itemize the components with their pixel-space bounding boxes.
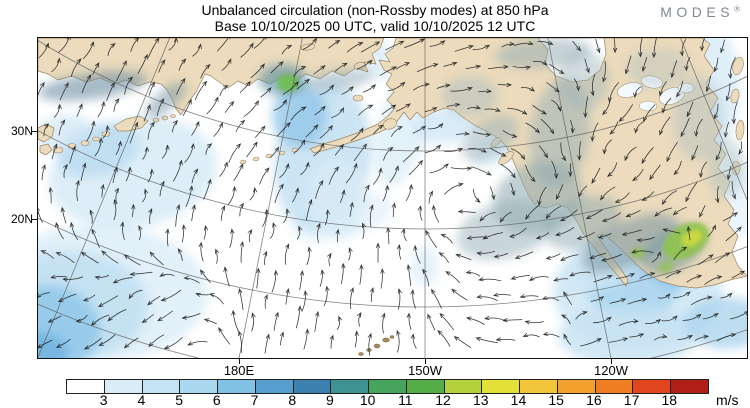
lon-tick-label-120W: 120W xyxy=(594,363,628,378)
lat-tick-label-30N: 30N xyxy=(10,124,33,138)
colorbar-cell-9 xyxy=(406,380,445,393)
colorbar-tick-label-9: 9 xyxy=(326,392,334,408)
colorbar-tick-label-17: 17 xyxy=(623,392,640,408)
colorbar-cell-2 xyxy=(142,380,181,393)
modes-logo-text: MODES xyxy=(660,4,735,20)
colorbar-tick-label-10: 10 xyxy=(359,392,376,408)
colorbar-cell-8 xyxy=(369,380,407,393)
colorbar-tick-label-4: 4 xyxy=(137,392,146,408)
colorbar-tick-label-11: 11 xyxy=(398,392,413,408)
modes-logo: MODES® xyxy=(660,4,740,20)
map-canvas xyxy=(38,38,747,358)
lon-tick xyxy=(424,358,426,364)
colorbar-unit-label: m/s xyxy=(716,392,739,408)
colorbar-tick-label-3: 3 xyxy=(99,392,108,408)
lon-tick xyxy=(610,358,612,364)
colorbar-cell-3 xyxy=(180,380,219,393)
colorbar-tick-label-6: 6 xyxy=(212,392,221,408)
colorbar-cell-13 xyxy=(557,380,596,393)
colorbar-cell-16 xyxy=(671,380,709,393)
page-title: Unbalanced circulation (non-Rossby modes… xyxy=(201,2,549,18)
colorbar-tick-label-12: 12 xyxy=(435,392,451,408)
lon-tick-label-180E: 180E xyxy=(223,363,255,378)
lat-tick xyxy=(31,130,38,132)
registered-mark-icon: ® xyxy=(734,4,740,14)
page-subtitle: Base 10/10/2025 00 UTC, valid 10/10/2025… xyxy=(214,18,536,34)
lat-tick-label-20N: 20N xyxy=(10,212,33,226)
colorbar-tick-label-5: 5 xyxy=(175,392,183,408)
colorbar-cell-4 xyxy=(218,380,256,393)
lon-tick-label-150W: 150W xyxy=(408,363,442,378)
colorbar-tick-label-15: 15 xyxy=(548,392,564,408)
colorbar-cell-11 xyxy=(482,380,521,393)
colorbar-tick-label-18: 18 xyxy=(661,392,678,408)
colorbar-cell-7 xyxy=(331,380,370,393)
colorbar-cell-12 xyxy=(520,380,558,393)
colorbar-cell-14 xyxy=(595,380,634,393)
colorbar-tick-label-7: 7 xyxy=(250,392,259,408)
colorbar-tick-label-14: 14 xyxy=(510,392,527,408)
colorbar xyxy=(66,379,709,394)
colorbar-cell-15 xyxy=(633,380,672,393)
overland-wind-shading xyxy=(38,38,744,275)
colorbar-cell-1 xyxy=(104,380,143,393)
colorbar-tick-label-8: 8 xyxy=(288,392,297,408)
colorbar-tick-label-16: 16 xyxy=(586,392,602,408)
colorbar-cell-0 xyxy=(67,380,105,393)
lat-tick xyxy=(31,218,38,220)
wind-arrow-layer xyxy=(38,38,747,356)
colorbar-cell-5 xyxy=(255,380,294,393)
graticule-layer xyxy=(38,38,747,358)
colorbar-tick-label-13: 13 xyxy=(472,392,489,408)
colorbar-cell-10 xyxy=(444,380,483,393)
lon-tick xyxy=(238,358,240,364)
colorbar-cell-6 xyxy=(293,380,332,393)
